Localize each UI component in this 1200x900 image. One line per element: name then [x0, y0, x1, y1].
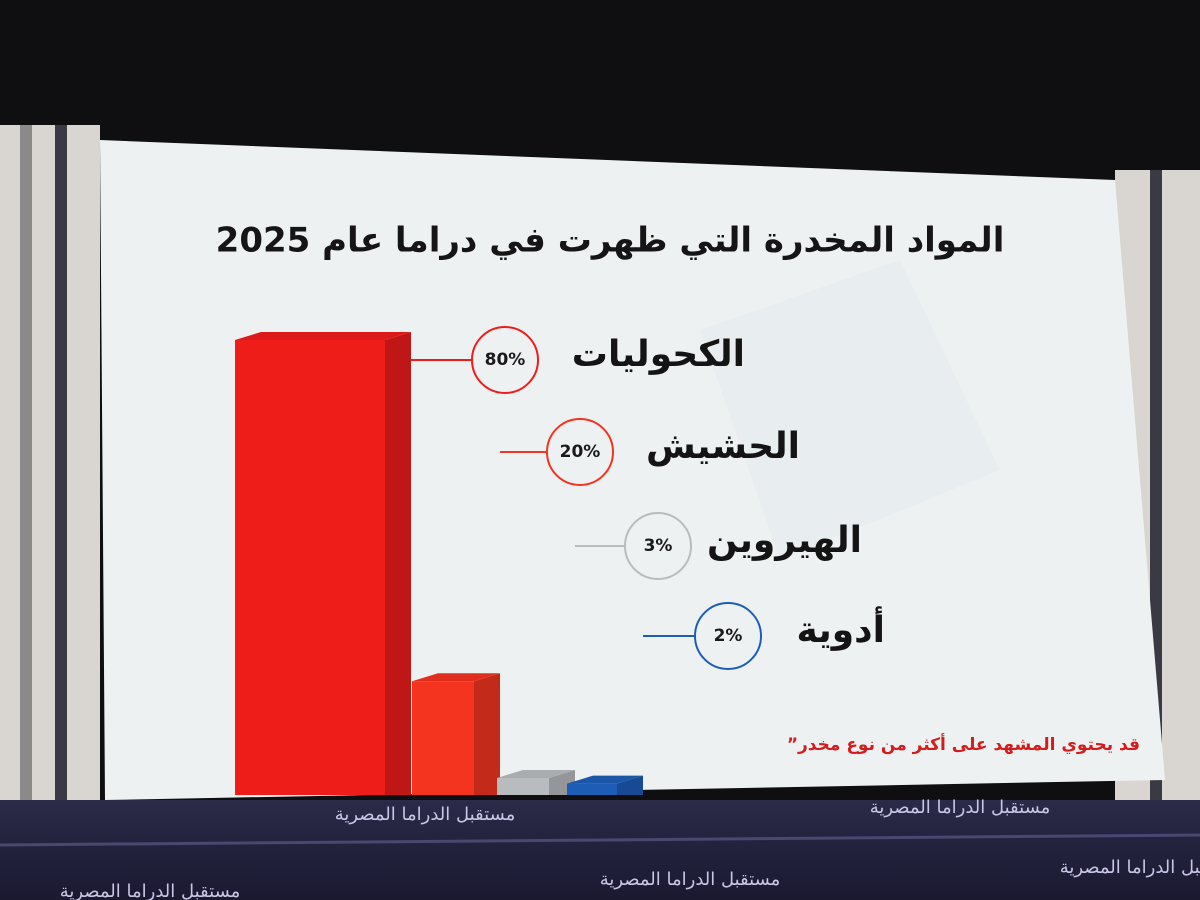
footer: مستقبل الدراما المصرية [600, 869, 781, 890]
value-label: 20% [560, 442, 601, 462]
chart-title: المواد المخدرة التي ظهرت في دراما عام 20… [216, 221, 1005, 261]
bar-side [385, 332, 411, 795]
bar-side [474, 673, 500, 795]
bar [412, 681, 474, 795]
category-label: الحشيش [646, 426, 800, 467]
value-label: 3% [644, 536, 673, 556]
stage-line [0, 833, 1200, 847]
category-label: الهيروين [707, 520, 862, 561]
footer: مستقبل الدراما المصرية [60, 881, 241, 900]
bar-top [567, 775, 643, 784]
footer: مستقبل الدراما المصرية [870, 797, 1051, 818]
value-circle [694, 602, 762, 670]
bar [567, 783, 617, 795]
value-label: 80% [485, 350, 526, 370]
bar [235, 340, 385, 795]
footer: مستقبل الدراما المصرية [1060, 857, 1200, 878]
left-frame-line [55, 125, 67, 815]
value-circle [624, 512, 692, 580]
category-label: الكحوليات [572, 334, 745, 375]
bar-top [412, 673, 500, 682]
bar-top [497, 769, 575, 778]
left-frame [0, 125, 100, 815]
left-frame-line [20, 125, 32, 815]
value-circle [546, 418, 614, 486]
category-label: أدوية [796, 606, 885, 651]
stage [0, 800, 1200, 900]
bar-top [235, 332, 411, 340]
footer: مستقبل الدراما المصرية [335, 804, 516, 825]
value-label: 2% [714, 626, 743, 646]
bar [497, 777, 549, 795]
value-circle [471, 326, 539, 394]
bar-side [617, 775, 643, 795]
screen-watermark [700, 260, 1000, 560]
note: ”قد يحتوي المشهد على أكثر من نوع مخدر [787, 733, 1140, 755]
